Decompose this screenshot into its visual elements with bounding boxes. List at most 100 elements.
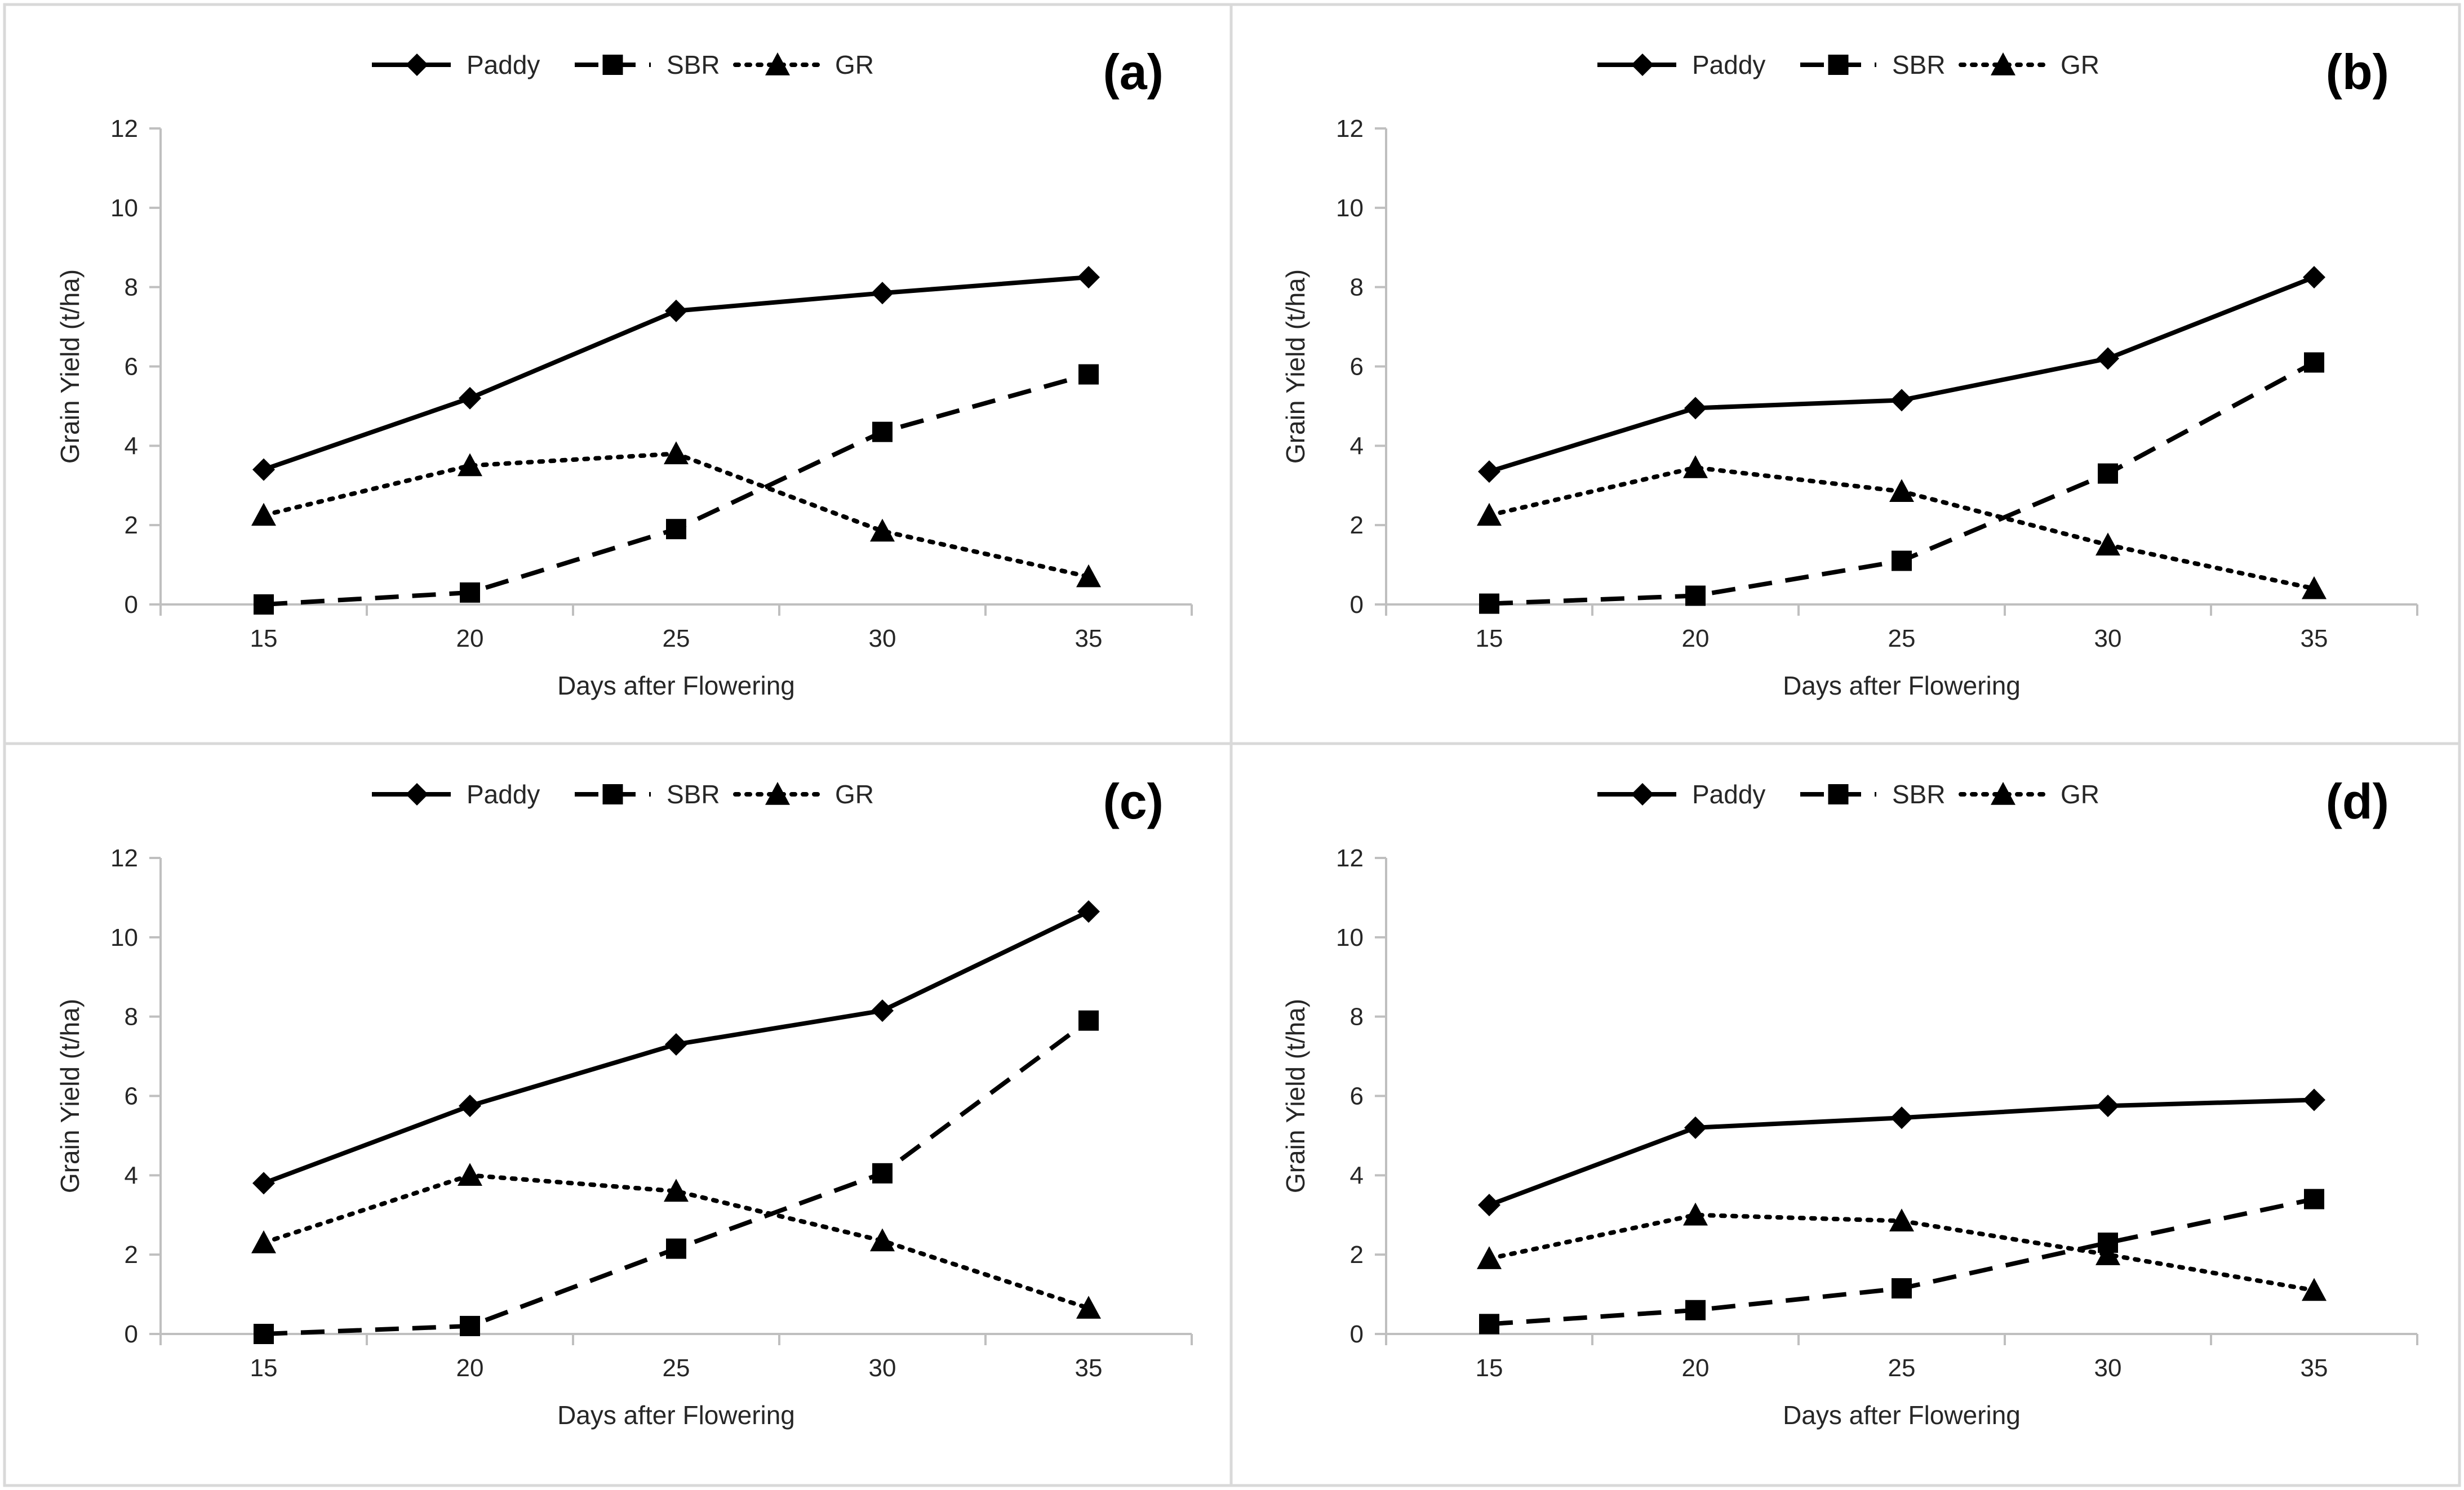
data-point-sbr xyxy=(1892,1278,1912,1299)
data-point-sbr xyxy=(1892,550,1912,571)
data-point-sbr xyxy=(1479,593,1499,614)
data-point-paddy xyxy=(459,1095,481,1118)
data-point-paddy xyxy=(665,299,687,322)
y-tick-label: 0 xyxy=(125,1320,138,1348)
data-point-sbr xyxy=(1685,1300,1706,1320)
x-tick-label: 25 xyxy=(663,1354,690,1382)
data-point-paddy xyxy=(252,1172,275,1195)
y-tick-label: 8 xyxy=(125,1003,138,1031)
y-tick-label: 10 xyxy=(1336,194,1364,222)
data-point-paddy xyxy=(1478,460,1500,483)
data-point-sbr xyxy=(1479,1314,1499,1335)
series-line-paddy xyxy=(1488,275,2315,474)
x-axis-title: Days after Flowering xyxy=(1783,1400,2021,1430)
chart-panel-3: 0 2 4 6 8 10 12 15 20 25 30 35 Days after Flowering G… xyxy=(1281,773,2418,1430)
y-tick-label: 8 xyxy=(1350,274,1364,301)
y-axis-title: Grain Yield (t/ha) xyxy=(1281,269,1310,464)
chart-panel-1: 0 2 4 6 8 10 12 15 20 25 30 35 Days after Flowering G… xyxy=(1281,44,2418,700)
legend-label-paddy: Paddy xyxy=(467,780,540,809)
data-point-sbr xyxy=(254,1324,274,1344)
x-tick-label: 30 xyxy=(2094,1354,2122,1382)
legend-marker-gr xyxy=(1991,52,2015,75)
data-point-gr xyxy=(664,1178,689,1202)
x-tick-label: 30 xyxy=(869,625,896,652)
y-tick-label: 12 xyxy=(1336,115,1364,143)
data-point-sbr xyxy=(460,582,480,603)
x-axis-title: Days after Flowering xyxy=(557,671,795,700)
data-point-gr xyxy=(458,453,482,477)
x-tick-label: 25 xyxy=(1888,1354,1916,1382)
panel-label: (b) xyxy=(2326,44,2389,100)
y-tick-label: 6 xyxy=(1350,1083,1364,1110)
legend-marker-paddy xyxy=(406,54,428,76)
legend-marker-sbr xyxy=(602,784,623,804)
data-point-gr xyxy=(251,502,276,526)
data-point-paddy xyxy=(459,386,481,410)
data-point-gr xyxy=(251,1230,276,1253)
data-point-paddy xyxy=(665,1033,687,1056)
legend-label-sbr: SBR xyxy=(667,780,720,809)
series-line-sbr xyxy=(263,372,1090,607)
x-tick-label: 20 xyxy=(1682,1354,1710,1382)
data-point-paddy xyxy=(2097,1095,2119,1118)
data-point-sbr xyxy=(2098,463,2118,484)
legend-label-paddy: Paddy xyxy=(467,50,540,79)
data-point-paddy xyxy=(871,282,894,305)
data-point-paddy xyxy=(1478,1194,1500,1217)
data-point-sbr xyxy=(872,1163,893,1184)
data-point-paddy xyxy=(252,458,275,481)
data-point-gr xyxy=(870,1228,895,1252)
data-point-paddy xyxy=(1077,900,1100,923)
x-tick-label: 20 xyxy=(456,1354,484,1382)
data-point-sbr xyxy=(666,519,686,540)
x-tick-label: 15 xyxy=(250,1354,278,1382)
y-tick-label: 2 xyxy=(1350,512,1364,539)
x-tick-label: 25 xyxy=(1888,625,1916,652)
y-tick-label: 0 xyxy=(125,591,138,619)
legend-marker-gr xyxy=(765,782,790,805)
data-point-gr xyxy=(1477,1246,1502,1269)
y-tick-label: 8 xyxy=(1350,1003,1364,1031)
y-tick-label: 6 xyxy=(125,1083,138,1110)
x-tick-label: 15 xyxy=(1476,1354,1503,1382)
y-axis-title: Grain Yield (t/ha) xyxy=(55,999,85,1193)
legend-marker-paddy xyxy=(1631,783,1654,806)
x-axis-title: Days after Flowering xyxy=(1783,671,2021,700)
x-tick-label: 20 xyxy=(1682,625,1710,652)
x-tick-label: 15 xyxy=(250,625,278,652)
data-point-gr xyxy=(458,1163,482,1186)
data-point-gr xyxy=(1477,502,1502,526)
data-point-paddy xyxy=(2303,266,2325,289)
x-tick-label: 25 xyxy=(663,625,690,652)
data-point-sbr xyxy=(2304,1189,2324,1209)
y-axis-title: Grain Yield (t/ha) xyxy=(55,269,85,464)
data-point-sbr xyxy=(1685,585,1706,606)
x-tick-label: 15 xyxy=(1476,625,1503,652)
y-tick-label: 2 xyxy=(125,512,138,539)
chart-panel-2: 0 2 4 6 8 10 12 15 20 25 30 35 Days after Flowering G… xyxy=(55,773,1193,1430)
y-tick-label: 4 xyxy=(1350,432,1364,460)
data-point-paddy xyxy=(1890,389,1913,412)
data-point-gr xyxy=(664,441,689,465)
data-point-gr xyxy=(2302,576,2327,599)
y-tick-label: 4 xyxy=(125,1162,138,1189)
y-tick-label: 10 xyxy=(1336,924,1364,951)
y-tick-label: 6 xyxy=(125,353,138,381)
legend-marker-gr xyxy=(765,52,790,75)
y-tick-label: 12 xyxy=(110,115,138,143)
data-point-gr xyxy=(2095,1242,2120,1265)
data-point-sbr xyxy=(2304,352,2324,373)
legend-label-gr: GR xyxy=(835,780,874,809)
x-tick-label: 30 xyxy=(2094,625,2122,652)
x-tick-label: 35 xyxy=(2301,625,2328,652)
legend-label-sbr: SBR xyxy=(667,50,720,79)
y-tick-label: 8 xyxy=(125,274,138,301)
data-point-gr xyxy=(1889,1208,1914,1232)
data-point-gr xyxy=(2095,532,2120,556)
data-point-paddy xyxy=(1684,1116,1707,1139)
data-point-sbr xyxy=(1078,1010,1099,1031)
data-point-sbr xyxy=(666,1238,686,1259)
legend-marker-gr xyxy=(1991,782,2015,805)
